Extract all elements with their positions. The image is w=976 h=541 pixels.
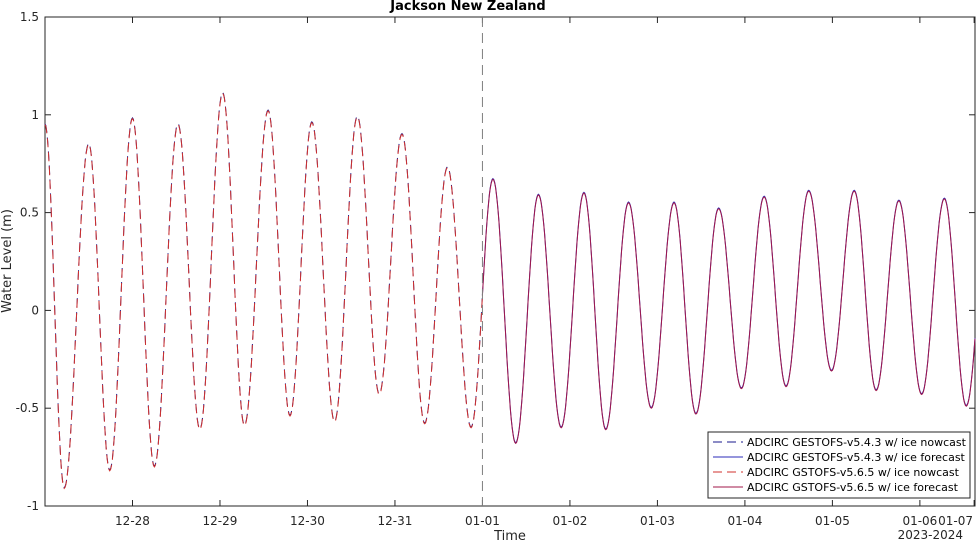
x-tick-label: 01-05 <box>815 514 850 528</box>
x-tick-label: 01-04 <box>727 514 762 528</box>
y-tick-label: 1 <box>31 108 39 122</box>
x-tick-label: 01-02 <box>552 514 587 528</box>
x-tick-label: 01-07 <box>938 514 973 528</box>
legend-entry: ADCIRC GSTOFS-v5.6.5 w/ ice forecast <box>747 481 959 494</box>
x-tick-label: 12-29 <box>203 514 238 528</box>
x-tick-labels: 12-28 12-29 12-30 12-31 01-01 01-02 01-03 01-04… <box>115 514 973 528</box>
plot-frame <box>44 16 976 507</box>
x-tick-label: 12-30 <box>290 514 325 528</box>
y-tick-label: 0 <box>31 303 39 317</box>
x-tick-label: 01-06 <box>902 514 937 528</box>
y-tick-label: 1.5 <box>20 10 39 24</box>
x-tick-label: 01-03 <box>640 514 675 528</box>
x-tick-label: 01-01 <box>465 514 500 528</box>
series-line-3 <box>44 92 483 490</box>
chart-title: Jackson New Zealand <box>389 0 545 14</box>
year-label: 2023-2024 <box>898 528 963 541</box>
series-line-4 <box>481 178 976 445</box>
y-tick-labels: -1 -0.5 0 0.5 1 1.5 <box>16 10 39 513</box>
x-tick-label: 12-31 <box>378 514 413 528</box>
y-tick-label: 0.5 <box>20 206 39 220</box>
legend: ADCIRC GESTOFS-v5.4.3 w/ ice nowcast ADCI… <box>707 431 971 499</box>
legend-box <box>707 431 971 499</box>
y-tick-label: -1 <box>27 499 39 513</box>
x-axis-label: Time <box>493 529 526 541</box>
series-layer <box>44 91 976 490</box>
y-tick-label: -0.5 <box>16 401 39 415</box>
legend-entry: ADCIRC GSTOFS-v5.6.5 w/ ice nowcast <box>747 466 960 479</box>
legend-entry: ADCIRC GESTOFS-v5.4.3 w/ ice nowcast <box>747 436 967 449</box>
y-axis-label: Water Level (m) <box>0 209 15 313</box>
x-tick-label: 12-28 <box>115 514 150 528</box>
legend-entry: ADCIRC GESTOFS-v5.4.3 w/ ice forecast <box>747 451 966 464</box>
